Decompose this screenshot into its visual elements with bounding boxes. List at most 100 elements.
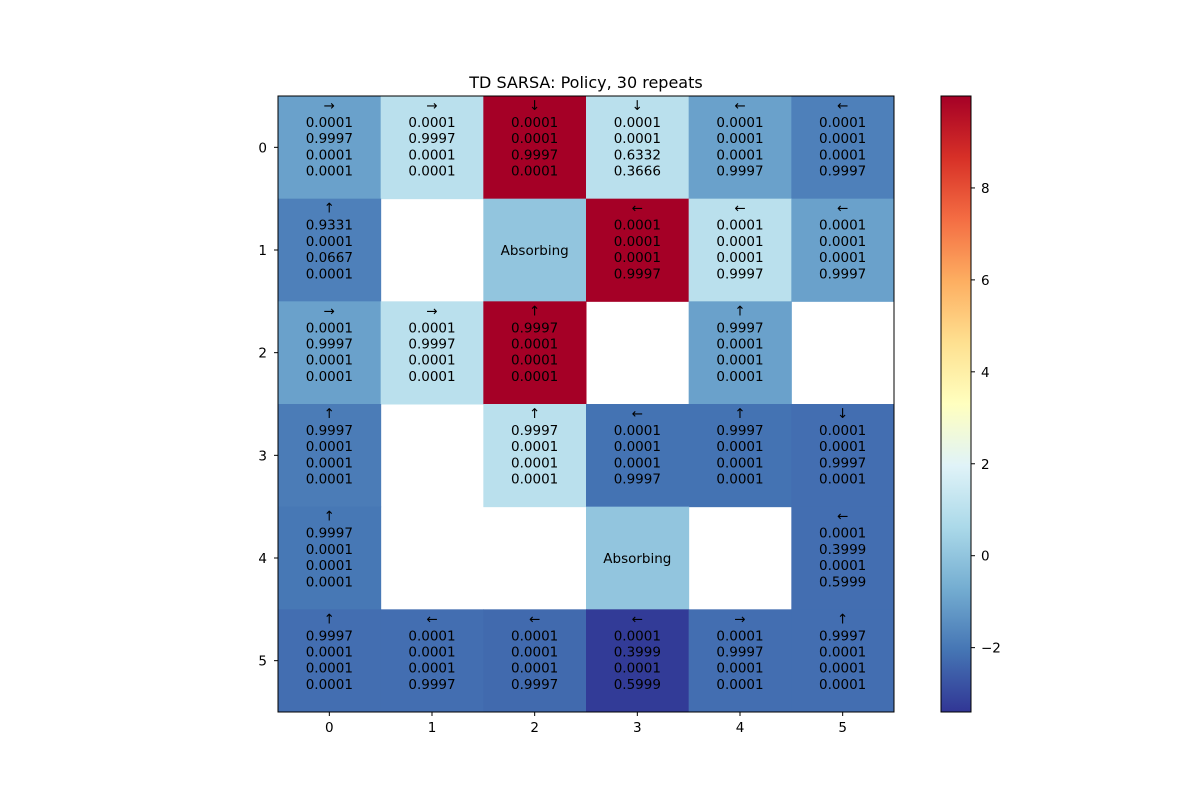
action-probability: 0.0001: [511, 455, 558, 471]
action-probability: 0.0001: [306, 455, 353, 471]
cell-fill: [791, 404, 895, 508]
policy-arrow: ←: [734, 98, 745, 114]
action-probability: 0.0001: [306, 320, 353, 336]
cell-fill: [278, 96, 382, 200]
policy-arrow: ←: [632, 611, 643, 627]
action-probability: 0.0001: [306, 164, 353, 180]
cell-fill: [791, 198, 895, 302]
action-probability: 0.0001: [819, 250, 866, 266]
heatmap-grid: →0.00010.99970.00010.0001→0.00010.99970.…: [278, 96, 895, 713]
action-probability: 0.0001: [511, 115, 558, 131]
action-probability: 0.0001: [819, 234, 866, 250]
policy-arrow: →: [426, 303, 437, 319]
y-tick-label: 2: [258, 346, 267, 362]
action-probability: 0.0001: [408, 628, 455, 644]
policy-arrow: ←: [734, 201, 745, 217]
action-probability: 0.0001: [306, 645, 353, 661]
cell-fill: [483, 404, 587, 508]
x-axis: 0 1 2 3 4 5: [325, 712, 847, 736]
action-probability: 0.9997: [408, 337, 455, 353]
cell-fill: [483, 609, 587, 713]
action-probability: 0.0001: [819, 472, 866, 488]
cell-fill: [688, 301, 792, 405]
action-probability: 0.0001: [614, 234, 661, 250]
action-probability: 0.3666: [614, 164, 661, 180]
action-probability: 0.9997: [614, 472, 661, 488]
cell-fill: [380, 96, 484, 200]
action-probability: 0.0001: [614, 661, 661, 677]
action-probability: 0.0001: [511, 439, 558, 455]
action-probability: 0.0001: [408, 320, 455, 336]
policy-arrow: ↑: [529, 303, 540, 319]
action-probability: 0.0001: [408, 115, 455, 131]
action-probability: 0.0001: [408, 147, 455, 163]
action-probability: 0.0001: [306, 266, 353, 282]
chart-title: TD SARSA: Policy, 30 repeats: [468, 73, 702, 92]
action-probability: 0.0001: [511, 645, 558, 661]
action-probability: 0.0001: [408, 645, 455, 661]
action-probability: 0.0001: [306, 558, 353, 574]
heatmap-cell: Absorbing: [483, 198, 587, 302]
policy-arrow: ↑: [324, 201, 335, 217]
action-probability: 0.0001: [819, 131, 866, 147]
x-tick-label: 5: [838, 720, 847, 736]
colorbar-tick-label: 6: [981, 273, 990, 289]
action-probability: 0.9997: [819, 266, 866, 282]
cell-fill: [380, 301, 484, 405]
policy-arrow: ←: [426, 611, 437, 627]
cell-fill: [791, 96, 895, 200]
policy-arrow: ←: [837, 509, 848, 525]
action-probability: 0.0001: [408, 164, 455, 180]
action-probability: 0.0001: [408, 661, 455, 677]
policy-arrow: ←: [529, 611, 540, 627]
cell-fill: [278, 301, 382, 405]
cell-fill: [688, 404, 792, 508]
action-probability: 0.0001: [716, 147, 763, 163]
action-probability: 0.0001: [511, 472, 558, 488]
action-probability: 0.5999: [614, 677, 661, 693]
action-probability: 0.9997: [306, 526, 353, 542]
action-probability: 0.0001: [511, 369, 558, 385]
cell-fill: [278, 609, 382, 713]
policy-arrow: ↑: [324, 406, 335, 422]
colorbar-tick-label: 8: [981, 181, 990, 197]
action-probability: 0.0001: [306, 234, 353, 250]
action-probability: 0.0001: [819, 558, 866, 574]
action-probability: 0.0001: [819, 526, 866, 542]
action-probability: 0.0001: [819, 661, 866, 677]
action-probability: 0.0001: [716, 677, 763, 693]
action-probability: 0.0001: [716, 353, 763, 369]
action-probability: 0.0001: [614, 115, 661, 131]
colorbar-tick-label: 4: [981, 365, 990, 381]
action-probability: 0.9997: [511, 320, 558, 336]
heatmap-cell: Absorbing: [586, 506, 690, 610]
cell-fill: [483, 301, 587, 405]
cell-fill: [483, 96, 587, 200]
cell-fill: [380, 609, 484, 713]
action-probability: 0.0001: [408, 353, 455, 369]
policy-arrow: ↑: [324, 509, 335, 525]
colorbar: −2 0 2 4 6 8: [940, 95, 1001, 713]
action-probability: 0.6332: [614, 147, 661, 163]
action-probability: 0.3999: [819, 542, 866, 558]
action-probability: 0.9997: [819, 164, 866, 180]
x-tick-label: 3: [633, 720, 642, 736]
cell-fill: [586, 404, 690, 508]
action-probability: 0.5999: [819, 574, 866, 590]
y-axis: 0 1 2 3 4 5: [258, 140, 278, 670]
action-probability: 0.0001: [511, 337, 558, 353]
policy-arrow: ↓: [529, 98, 540, 114]
action-probability: 0.9997: [716, 320, 763, 336]
cell-fill: [688, 96, 792, 200]
plot-frame: [277, 95, 895, 713]
